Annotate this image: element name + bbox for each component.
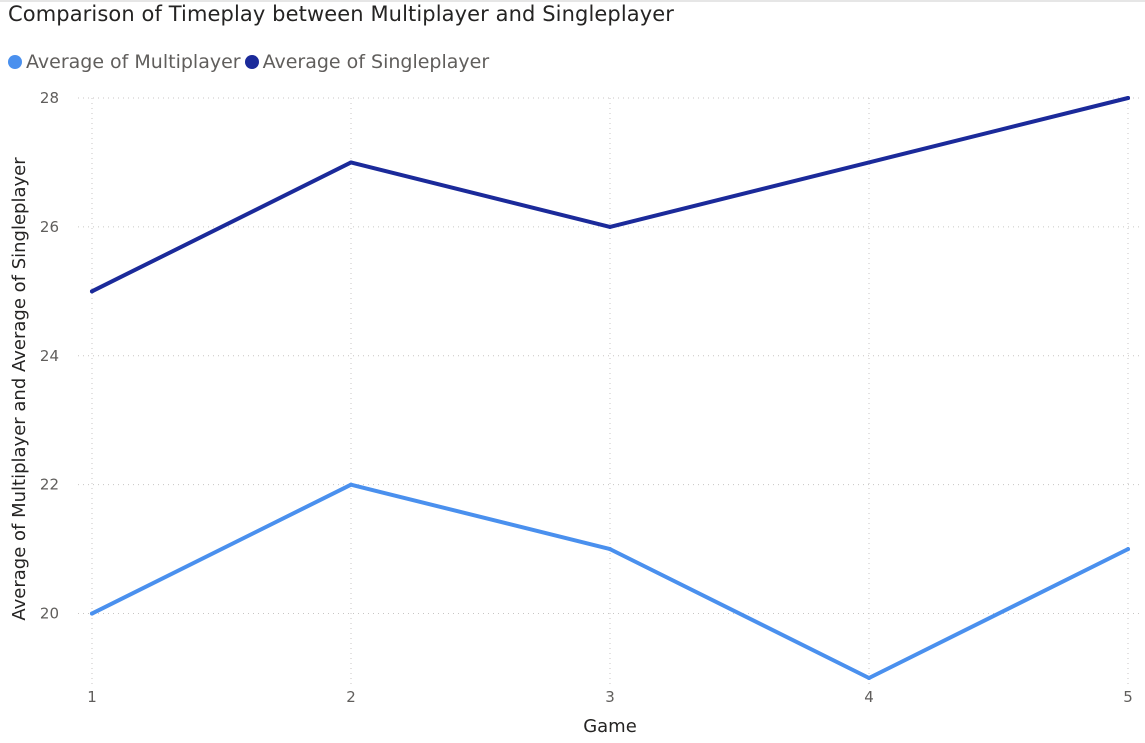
gridlines [78, 97, 1140, 684]
legend-marker-multiplayer [8, 55, 22, 69]
x-tick-label: 4 [864, 688, 874, 706]
series-lines[interactable] [90, 96, 1130, 680]
data-point-singleplayer[interactable] [1126, 96, 1130, 100]
data-point-multiplayer[interactable] [90, 611, 94, 616]
y-tick-label: 22 [40, 476, 59, 494]
legend-marker-singleplayer [244, 55, 259, 69]
x-tick-label: 3 [605, 688, 615, 706]
data-point-multiplayer[interactable] [608, 547, 612, 552]
x-axis-title: Game [583, 716, 637, 737]
y-tick-label: 24 [40, 347, 59, 365]
data-point-singleplayer[interactable] [867, 160, 871, 165]
legend-item-multiplayer[interactable]: Average of Multiplayer [8, 51, 241, 73]
y-tick-label: 20 [40, 605, 59, 623]
data-point-multiplayer[interactable] [349, 482, 353, 487]
data-point-multiplayer[interactable] [867, 676, 871, 680]
y-axis-ticks: 20 22 24 26 28 [40, 89, 59, 623]
data-point-multiplayer[interactable] [1126, 547, 1130, 552]
x-tick-label: 5 [1123, 688, 1133, 706]
legend-item-singleplayer[interactable]: Average of Singleplayer [244, 51, 490, 73]
data-point-singleplayer[interactable] [90, 289, 94, 294]
x-tick-label: 2 [346, 688, 356, 706]
legend-label-singleplayer: Average of Singleplayer [262, 51, 490, 73]
data-point-singleplayer[interactable] [608, 224, 612, 229]
y-tick-label: 26 [40, 218, 59, 236]
legend[interactable]: Average of Multiplayer Average of Single… [8, 49, 493, 75]
x-tick-label: 1 [87, 688, 97, 706]
series-line-singleplayer[interactable] [90, 96, 1130, 294]
x-axis-ticks: 1 2 3 4 5 [87, 688, 1133, 706]
y-axis-title: Average of Multiplayer and Average of Si… [9, 157, 30, 621]
data-point-singleplayer[interactable] [349, 160, 353, 165]
top-border [0, 0, 1145, 2]
y-tick-label: 28 [40, 89, 59, 107]
chart-title: Comparison of Timeplay between Multiplay… [8, 2, 675, 26]
legend-label-multiplayer: Average of Multiplayer [26, 51, 241, 73]
